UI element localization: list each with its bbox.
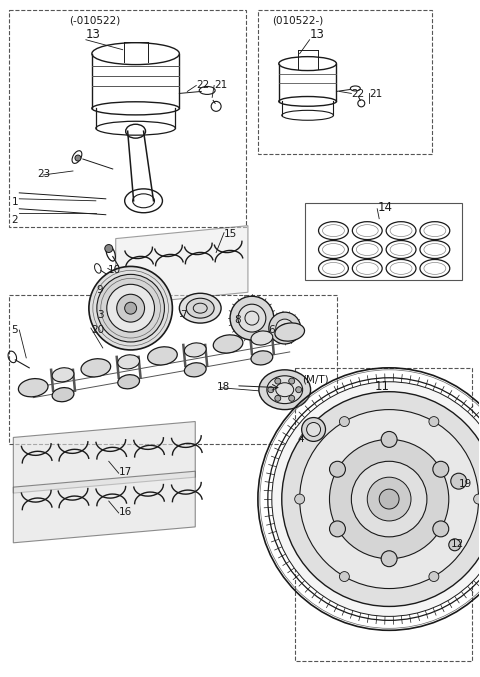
Circle shape: [300, 410, 479, 588]
Text: 6: 6: [268, 325, 275, 335]
Circle shape: [288, 395, 295, 401]
Ellipse shape: [118, 355, 140, 369]
Polygon shape: [13, 422, 195, 493]
Text: 20: 20: [91, 325, 104, 335]
Text: 22: 22: [351, 89, 365, 100]
Ellipse shape: [148, 347, 177, 365]
Circle shape: [429, 571, 439, 582]
Circle shape: [433, 521, 449, 537]
Text: 8: 8: [234, 315, 240, 325]
Text: 18: 18: [217, 382, 230, 392]
Circle shape: [282, 392, 480, 607]
Ellipse shape: [275, 323, 304, 341]
Circle shape: [238, 304, 266, 332]
Ellipse shape: [52, 388, 74, 401]
Text: 9: 9: [97, 285, 104, 295]
Text: 11: 11: [374, 380, 389, 393]
Text: (010522-): (010522-): [272, 16, 323, 26]
Text: 7: 7: [180, 310, 187, 320]
Circle shape: [429, 416, 439, 427]
Circle shape: [275, 395, 281, 401]
Text: 3: 3: [97, 310, 104, 320]
Ellipse shape: [186, 299, 214, 318]
Circle shape: [449, 539, 461, 551]
Text: 10: 10: [108, 265, 121, 276]
Ellipse shape: [213, 335, 243, 353]
Circle shape: [367, 477, 411, 521]
Circle shape: [269, 312, 300, 344]
Text: 22: 22: [196, 79, 209, 89]
Circle shape: [276, 319, 294, 337]
Circle shape: [351, 461, 427, 537]
Text: 12: 12: [451, 539, 464, 549]
Text: 21: 21: [214, 79, 228, 89]
Ellipse shape: [52, 368, 74, 382]
Circle shape: [381, 551, 397, 567]
Ellipse shape: [267, 376, 302, 403]
Ellipse shape: [184, 363, 206, 377]
Ellipse shape: [118, 374, 140, 389]
Circle shape: [301, 418, 325, 441]
Text: 13: 13: [310, 28, 324, 41]
Ellipse shape: [259, 370, 311, 410]
Circle shape: [379, 489, 399, 509]
Circle shape: [275, 378, 281, 384]
Circle shape: [125, 302, 137, 314]
Text: 13: 13: [86, 28, 101, 41]
Circle shape: [268, 387, 274, 393]
Circle shape: [474, 494, 480, 504]
Circle shape: [296, 387, 301, 393]
Circle shape: [117, 294, 144, 322]
Bar: [295, 368, 472, 661]
Circle shape: [288, 378, 295, 384]
Text: (-010522): (-010522): [69, 16, 120, 26]
Text: 4: 4: [298, 435, 304, 444]
Circle shape: [329, 439, 449, 559]
Circle shape: [295, 494, 305, 504]
Circle shape: [107, 284, 155, 332]
Text: (M/T): (M/T): [301, 375, 328, 385]
Circle shape: [451, 473, 467, 489]
Circle shape: [339, 416, 349, 427]
Circle shape: [433, 461, 449, 477]
Text: 15: 15: [224, 229, 237, 238]
Circle shape: [105, 244, 113, 253]
Circle shape: [272, 382, 480, 616]
Polygon shape: [13, 471, 195, 543]
Bar: [9, 295, 337, 444]
Ellipse shape: [184, 343, 206, 357]
Ellipse shape: [180, 293, 221, 323]
Ellipse shape: [81, 359, 111, 377]
Circle shape: [97, 274, 165, 342]
Text: 2: 2: [12, 215, 18, 225]
Circle shape: [339, 571, 349, 582]
Text: 14: 14: [377, 201, 392, 214]
Circle shape: [329, 521, 346, 537]
Ellipse shape: [251, 331, 273, 345]
Circle shape: [329, 461, 346, 477]
Bar: [305, 203, 462, 280]
Bar: [258, 10, 432, 154]
Text: 17: 17: [119, 467, 132, 477]
Text: 19: 19: [459, 479, 472, 489]
Circle shape: [75, 155, 81, 161]
Circle shape: [89, 267, 172, 350]
Text: 1: 1: [12, 197, 18, 207]
Text: 21: 21: [369, 89, 383, 100]
Circle shape: [381, 431, 397, 447]
Ellipse shape: [18, 378, 48, 397]
Circle shape: [307, 422, 321, 437]
Circle shape: [230, 297, 274, 340]
Text: 16: 16: [119, 507, 132, 517]
Bar: [9, 10, 246, 227]
Text: 5: 5: [12, 325, 18, 335]
Polygon shape: [116, 225, 248, 305]
Text: 23: 23: [37, 169, 50, 179]
Ellipse shape: [251, 351, 273, 365]
